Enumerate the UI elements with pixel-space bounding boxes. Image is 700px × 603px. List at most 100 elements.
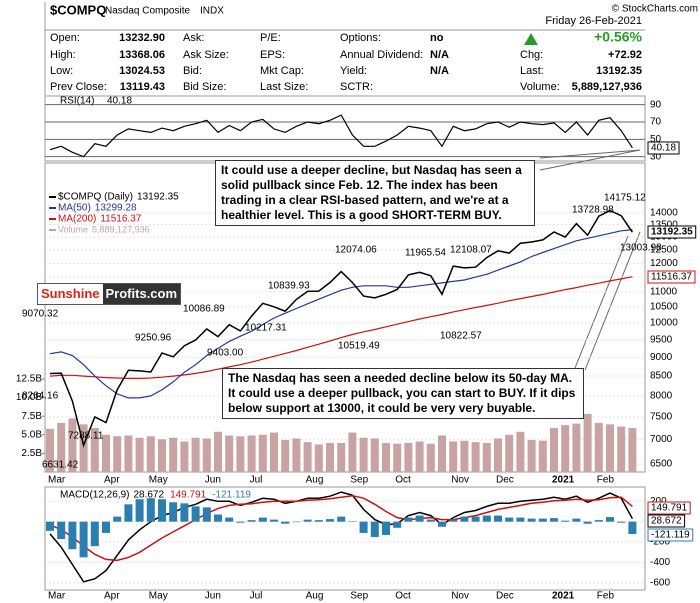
bar [606,424,614,472]
bar [314,520,323,522]
y2-tick-label: 7.5B [21,411,42,422]
bar [505,517,514,522]
quote-value: 5,889,127,936 [572,81,642,93]
bar [359,437,368,472]
bar [382,442,390,472]
x-tick-label: Apr [104,591,120,602]
bar [68,521,77,550]
quote-label: Bid: [183,65,202,77]
y-tick-label: 200 [650,496,667,507]
bar [617,521,626,523]
last-value: 28.672 [651,516,682,527]
legend-value: 13299.28 [95,203,137,214]
quote-label: Prev Close: [50,81,107,93]
bar [180,503,189,522]
bar [214,514,222,522]
value-box [647,225,697,239]
bar [460,440,469,472]
x-tick-label: Aug [306,475,324,486]
value-box [647,514,686,528]
bar [482,515,491,522]
quote-value: +0.56% [594,29,642,45]
quote-label: Options: [340,32,381,44]
bar [449,441,458,472]
bar [583,521,592,524]
y-tick-label: 10000 [650,318,678,329]
logo: Sunshine Profits.com [37,283,182,305]
quote-label: Open: [50,32,80,44]
security-name: Nasdaq Composite [105,6,190,17]
legend-name: MA(200) [58,214,96,225]
bar [292,521,301,523]
bar [247,435,256,472]
bar [135,437,144,472]
bar [79,424,88,472]
bar [225,435,234,472]
bar [314,444,323,472]
y-tick-label: 9000 [650,352,673,363]
logo-part: Sunshine [38,284,103,304]
pointer [574,235,629,369]
x-tick-label: Oct [395,475,411,486]
bar [124,435,133,472]
last-value: 11516.37 [651,272,692,283]
x-tick-label: Mar [48,475,66,486]
value-box [647,270,696,284]
x-tick-label: Feb [597,591,615,602]
bar [527,439,536,472]
bar [146,498,155,522]
bar [382,521,390,535]
bar [270,432,278,472]
bar [449,519,458,522]
bar [158,439,166,472]
last-value: -121.119 [651,530,690,541]
bar [102,434,110,472]
quote-value: 13232.90 [119,32,165,44]
bar [617,426,626,472]
price-point-label: 12108.07 [450,245,492,256]
bar [337,442,346,472]
annotation: The Nasdaq has seen a needed decline bel… [222,368,584,419]
bar [348,432,357,472]
bar [303,442,312,472]
bar [225,517,234,522]
price-point-label: 10519.49 [338,341,380,352]
quote-value: 13192.35 [596,65,642,77]
bar [79,521,88,558]
quote-label: Yield: [340,65,367,77]
pointer [584,231,641,371]
x-tick-label: May [149,475,168,486]
bar [370,438,379,472]
x-tick-label: May [149,591,168,602]
price-point-label: 8264.16 [22,391,59,402]
bar [146,436,155,472]
bar [113,436,122,472]
quote-label: Annual Dividend: [340,49,423,61]
quote-label: Low: [50,65,73,77]
bar [404,517,413,522]
x-tick-label: Sep [350,475,368,486]
legend-name: Volume [58,224,88,234]
y-tick-label: 11000 [650,286,678,297]
bar [538,518,547,522]
legend-name: $COMPQ (Daily) [58,192,133,203]
exchange: INDX [200,6,224,17]
bar [527,518,536,522]
bar [102,521,110,533]
bar [236,521,245,523]
y-tick-label: 8500 [650,371,673,382]
y-tick-label: 12500 [650,244,678,255]
x-tick-label: Oct [395,591,411,602]
bar [426,443,435,472]
bar [46,521,54,531]
quote-label: Volume: [520,81,560,93]
bar [124,504,133,522]
price-point-label: 10839.93 [268,281,310,292]
bar [561,520,570,522]
quote-label: Last: [520,65,544,77]
bar [415,515,424,522]
bar [135,499,144,522]
quote-label: High: [50,49,76,61]
y2-tick-label: 5.0B [21,429,42,440]
